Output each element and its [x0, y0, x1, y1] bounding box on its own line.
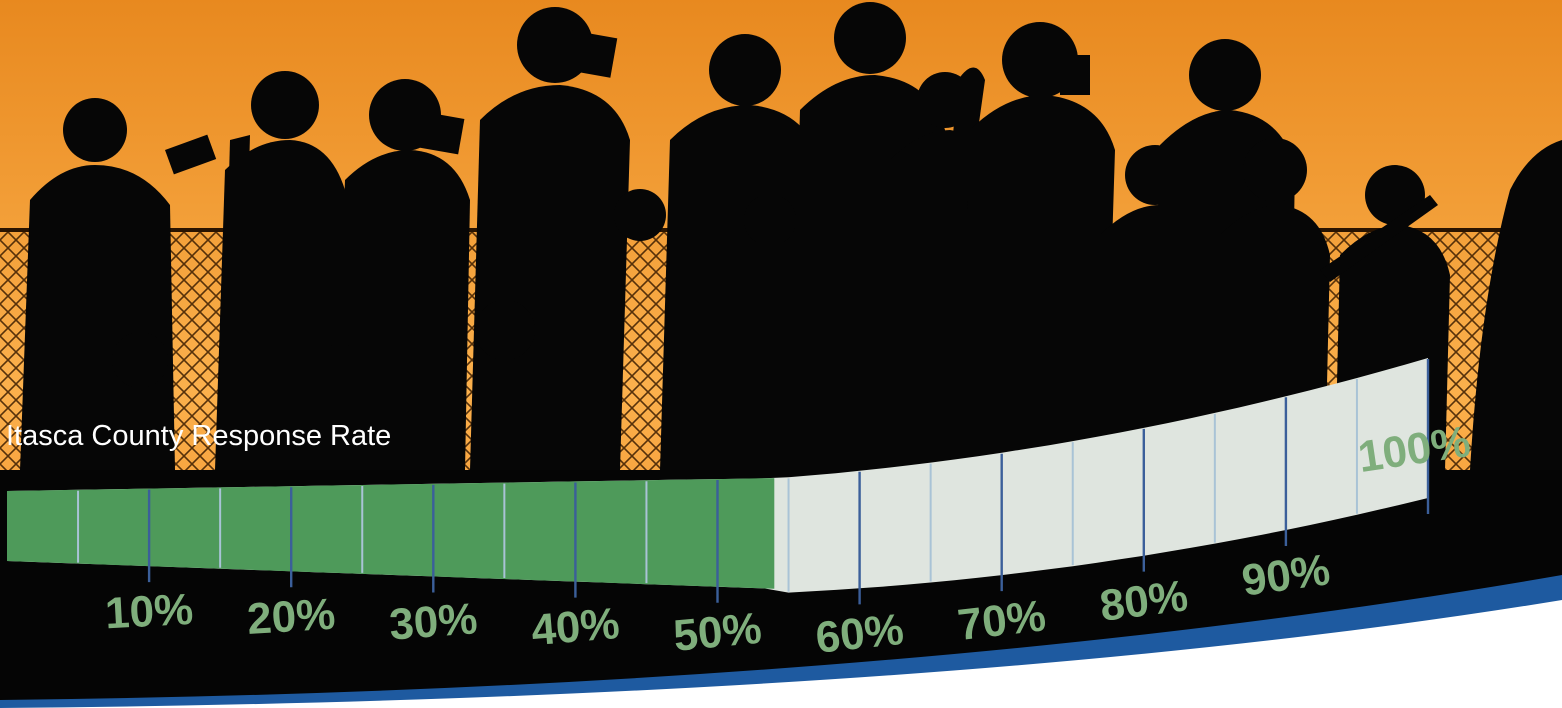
tick-label: 30% [388, 594, 479, 649]
tick-label: 20% [246, 590, 337, 644]
chart-title: Itasca County Response Rate [6, 420, 392, 452]
tick-label: 70% [955, 591, 1048, 650]
gauge-tick-labels: 10% 20% 30% 40% 50% 60% 70% 80% 90%100% [104, 417, 1474, 663]
tick-label: 60% [813, 605, 906, 663]
tick-label: 80% [1097, 571, 1191, 631]
band-silhouettes [20, 2, 1562, 470]
tick-label: 10% [104, 585, 195, 639]
tick-label: 50% [671, 604, 763, 661]
white-swoosh [0, 600, 1562, 708]
tick-label: 90% [1239, 545, 1333, 606]
gauge-ticks [77, 359, 1430, 605]
gauge-filled-bar [7, 478, 775, 589]
tick-label: 40% [530, 599, 622, 655]
